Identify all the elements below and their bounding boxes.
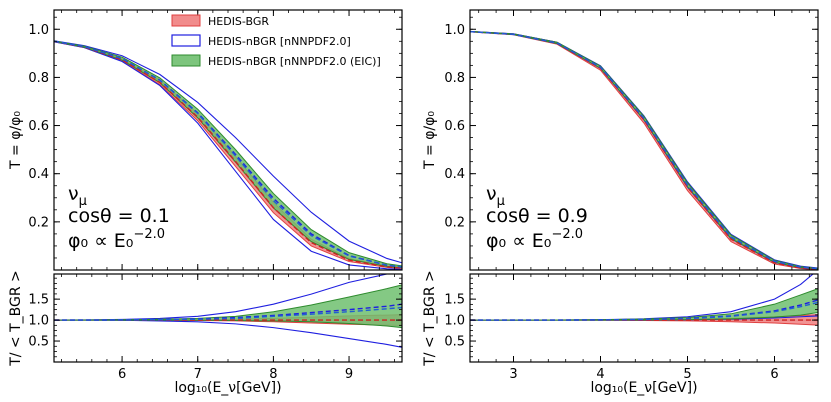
- legend-label-bgr: HEDIS-BGR: [208, 15, 269, 28]
- l-top-central-hedis-bgr: [54, 40, 402, 269]
- ytick-label: 0.4: [444, 167, 465, 182]
- l-bot-central-hedis-nbgr-nnnpdf2-0-eic: [54, 306, 402, 321]
- l-top-central-hedis-nbgr-nnnpdf2-0-eic: [54, 40, 402, 268]
- left-annot-angle: cosθ = 0.1: [68, 205, 170, 227]
- right-panel: 0.2 0.4 0.6 0.8 1.0 0.5 1.0 1.5 3 4 5 6 T = φ/φ₀ T/…: [422, 9, 819, 396]
- xtick-label: 4: [596, 367, 604, 382]
- xtick-label: 7: [194, 367, 202, 382]
- xtick-label: 6: [118, 367, 126, 382]
- right-annotation: νμ cosθ = 0.9 φ₀ ∝ E₀−2.0: [486, 183, 588, 252]
- ytick-label: 0.5: [444, 335, 465, 350]
- right-annot-particle: νμ: [486, 183, 505, 209]
- xtick-label: 5: [683, 367, 691, 382]
- left-top-ylabel: T = φ/φ₀: [8, 111, 24, 170]
- ytick-label: 1.0: [28, 314, 49, 329]
- ytick-label: 1.0: [28, 23, 49, 38]
- right-annot-flux: φ₀ ∝ E₀−2.0: [486, 227, 583, 252]
- r-top-central-hedis-nbgr-nnnpdf2-0-eic: [470, 30, 818, 270]
- legend-label-nbgr-eic: HEDIS-nBGR [nNNPDF2.0 (EIC)]: [208, 55, 381, 68]
- ytick-label: 0.2: [444, 215, 465, 230]
- ytick-label: 0.8: [28, 71, 49, 86]
- legend-label-nbgr: HEDIS-nBGR [nNNPDF2.0]: [208, 35, 351, 48]
- left-annot-flux: φ₀ ∝ E₀−2.0: [68, 227, 165, 252]
- legend-swatch-bgr: [171, 14, 201, 27]
- left-ratio-plot-area: [54, 274, 402, 348]
- left-xlabel: log₁₀(E_ν[GeV]): [174, 380, 281, 396]
- r-bot-central-hedis-nbgr-nnnpdf2-0-eic: [470, 301, 818, 321]
- ytick-label: 1.0: [444, 314, 465, 329]
- ytick-label: 1.0: [444, 23, 465, 38]
- ytick-label: 0.8: [444, 71, 465, 86]
- ytick-label: 0.6: [444, 119, 465, 134]
- legend-swatch-nbgr: [171, 34, 201, 47]
- left-axes: 0.2 0.4 0.6 0.8 1.0 0.5 1.0 1.5 6 7 8 9: [28, 10, 402, 382]
- right-axes: 0.2 0.4 0.6 0.8 1.0 0.5 1.0 1.5 3 4 5 6: [444, 10, 818, 382]
- l-bot-central-hedis-nbgr-nnnpdf2-0: [54, 303, 402, 321]
- left-annot-particle: νμ: [68, 183, 87, 209]
- right-ratio-frame: [469, 273, 819, 363]
- legend: HEDIS-BGR HEDIS-nBGR [nNNPDF2.0] HEDIS-n…: [171, 14, 381, 68]
- ytick-label: 0.2: [28, 215, 49, 230]
- right-annot-angle: cosθ = 0.9: [486, 205, 588, 227]
- left-ratio-ylabel: T/ < T_BGR >: [8, 270, 24, 367]
- right-top-plot-area: [470, 30, 818, 270]
- ytick-label: 0.6: [28, 119, 49, 134]
- left-panel: 0.2 0.4 0.6 0.8 1.0 0.5 1.0 1.5 6 7 8 9 T = φ/φ₀ T/…: [8, 9, 403, 396]
- right-top-frame: [469, 9, 819, 271]
- xtick-label: 8: [269, 367, 277, 382]
- l-top-lower-hedis-nbgr-nnnpdf2-0: [54, 41, 402, 270]
- ytick-label: 1.5: [444, 293, 465, 308]
- legend-swatch-nbgr-eic: [171, 54, 201, 67]
- l-top-upper-hedis-nbgr-nnnpdf2-0: [54, 40, 402, 264]
- right-ratio-plot-area: [470, 274, 818, 326]
- right-ratio-ylabel: T/ < T_BGR >: [422, 270, 438, 367]
- left-top-plot-area: [54, 40, 402, 270]
- right-top-ylabel: T = φ/φ₀: [422, 111, 438, 170]
- xtick-label: 6: [770, 367, 778, 382]
- xtick-label: 9: [345, 367, 353, 382]
- right-xlabel: log₁₀(E_ν[GeV]): [590, 380, 697, 396]
- left-annotation: νμ cosθ = 0.1 φ₀ ∝ E₀−2.0: [68, 183, 170, 252]
- xtick-label: 3: [509, 367, 517, 382]
- r-bot-band-hedis-nbgr-nnnpdf2-0-eic: [470, 288, 818, 321]
- ytick-label: 0.5: [28, 335, 49, 350]
- ytick-label: 1.5: [28, 293, 49, 308]
- ytick-label: 0.4: [28, 167, 49, 182]
